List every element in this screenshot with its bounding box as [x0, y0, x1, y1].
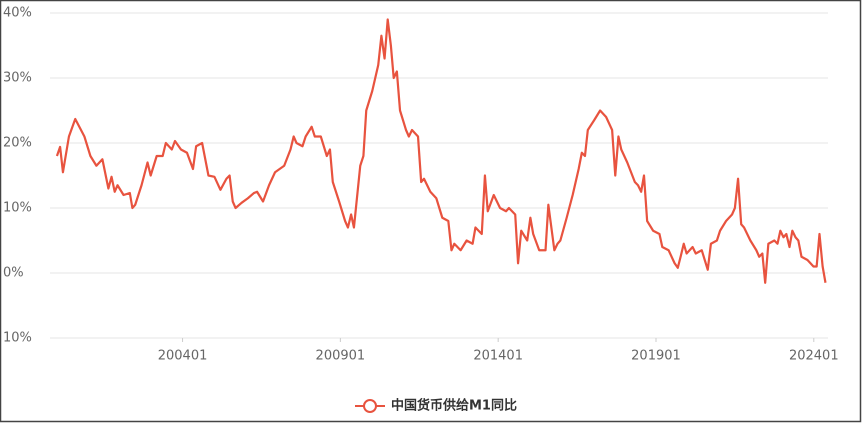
x-tick-label: 202401 [789, 349, 839, 364]
legend[interactable]: 中国货币供给M1同比 [355, 398, 517, 414]
y-tick-label: 0% [3, 266, 24, 281]
x-tick-label: 201401 [473, 349, 523, 364]
legend-marker [363, 399, 377, 413]
y-tick-label: 10% [3, 201, 32, 216]
x-tick-label: 200401 [158, 349, 208, 364]
y-tick-label: 10% [3, 331, 32, 346]
y-tick-label: 30% [3, 71, 32, 86]
y-tick-label: 40% [3, 6, 32, 21]
x-tick-label: 201901 [631, 349, 681, 364]
data-line [55, 18, 827, 284]
y-tick-label: 20% [3, 136, 32, 151]
legend-label: 中国货币供给M1同比 [391, 398, 517, 414]
x-tick-label: 200901 [316, 349, 366, 364]
